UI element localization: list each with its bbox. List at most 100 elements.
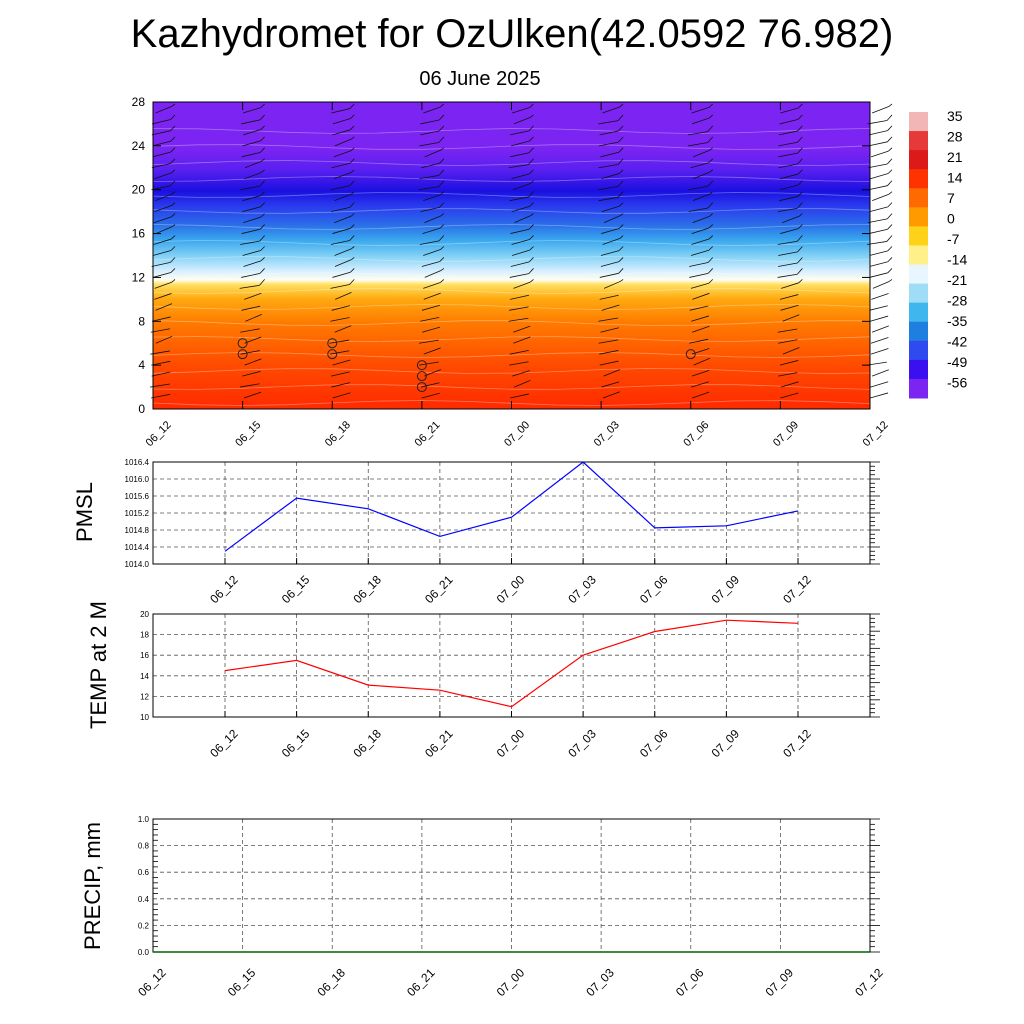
wind-barb [778,130,798,136]
wind-barb [242,206,261,213]
y-tick-label: 12 [140,692,149,701]
wind-barb [779,184,799,191]
wind-barb [151,371,171,377]
wind-barb [511,140,530,147]
pmsl-panel: 1014.0 1014.4 1014.8 1015.2 1015.6 1016.0 1016… [72,458,880,606]
wind-barb [423,249,441,256]
colorbar-swatch [909,378,928,399]
wind-barb-feather [530,279,534,283]
wind-barb [152,151,172,158]
wind-barb [688,131,708,136]
wind-barb [332,129,351,136]
wind-barb-feather [170,125,176,131]
colorbar-label: -7 [947,231,960,247]
y-tick-label: 10 [140,713,149,722]
x-tick-label: 06_12 [207,572,241,606]
plot-frame [152,461,871,565]
contour-line [152,384,871,390]
wind-barb [330,185,350,191]
wind-barb-feather [797,246,803,253]
wind-barb-feather [886,158,893,165]
wind-barb [152,250,172,256]
wind-barb-feather [708,246,714,251]
wind-barb [333,150,351,158]
wind-barb-feather [887,202,893,208]
wind-barb [152,140,171,147]
colorbar-swatch [909,302,928,323]
wind-barb [778,163,798,169]
wind-barb [239,284,260,289]
wind-barb [242,140,261,147]
colorbar: 35 28 21 14 7 0 -7 -14 -21 -28 -35 -42 -49 -56 [909,108,967,399]
wind-barb [599,272,619,278]
wind-barb [779,173,799,180]
wind-barb-feather [529,202,534,207]
wind-barb [419,174,439,180]
x-tick-label: 07_12 [780,572,814,606]
wind-barb [331,162,351,169]
wind-barb [155,335,173,344]
wind-barb-feather [440,268,445,271]
wind-barb-feather [438,180,445,187]
wind-barb [872,281,890,289]
wind-barb [868,218,888,223]
x-tick-label: 06_21 [422,572,456,606]
wind-barb [598,186,619,191]
wind-barb-feather [351,257,355,260]
wind-barb [870,315,889,322]
wind-barb [602,238,620,245]
wind-barb [244,160,262,169]
wind-barb-feather [798,224,803,229]
wind-barb-feather [887,169,893,174]
wind-barb-feather [350,147,355,152]
wind-barb [240,350,260,355]
wind-barb-feather [528,257,534,263]
wind-barb-feather [887,268,893,274]
x-tick-label: 07_03 [565,726,599,760]
wind-barb-feather [350,224,355,229]
wind-barb [780,304,799,311]
wind-barb [420,207,440,213]
series-line [224,619,799,708]
wind-barb-feather [618,257,624,262]
wind-barb-feather [171,235,176,240]
wind-barb-feather [528,224,534,230]
wind-barb-feather [709,191,714,195]
x-tick-label: 06_12 [207,726,241,760]
wind-barb [509,273,529,278]
y-tick-label: 1014.4 [125,543,150,552]
wind-barb [334,325,352,333]
wind-barb-feather [260,257,265,262]
wind-barb [424,369,441,377]
wind-barb [152,272,172,278]
wind-barb-feather [797,114,803,120]
colorbar-label: -21 [947,272,967,288]
wind-barb-feather [619,103,624,108]
wind-barb-feather [530,114,534,118]
wind-barb [510,228,530,234]
wind-barb-feather [886,114,893,121]
y-tick-label: 0.2 [138,921,150,930]
wind-barb [603,215,621,223]
wind-barb [244,358,262,366]
wind-barb-feather [618,246,624,251]
y-tick-label: 1016.0 [125,475,150,484]
wind-barb [779,294,799,300]
x-tick-label: 06_21 [404,965,438,999]
wind-barb-feather [439,158,445,164]
wind-barb [513,281,531,289]
wind-barb [421,162,440,169]
wind-barb-feather [620,213,624,216]
calm-marker [416,371,427,382]
wind-barb [870,150,889,158]
wind-barb-feather [528,147,534,154]
wind-barb-feather [170,136,176,142]
wind-barb-feather [259,268,265,274]
x-tick-label: 07_06 [681,419,711,449]
wind-barb [513,325,531,333]
calm-marker [685,349,696,360]
wind-barb-feather [887,136,893,143]
wind-barb [155,193,173,202]
wind-barb-feather [708,103,714,108]
wind-barb [332,392,351,399]
